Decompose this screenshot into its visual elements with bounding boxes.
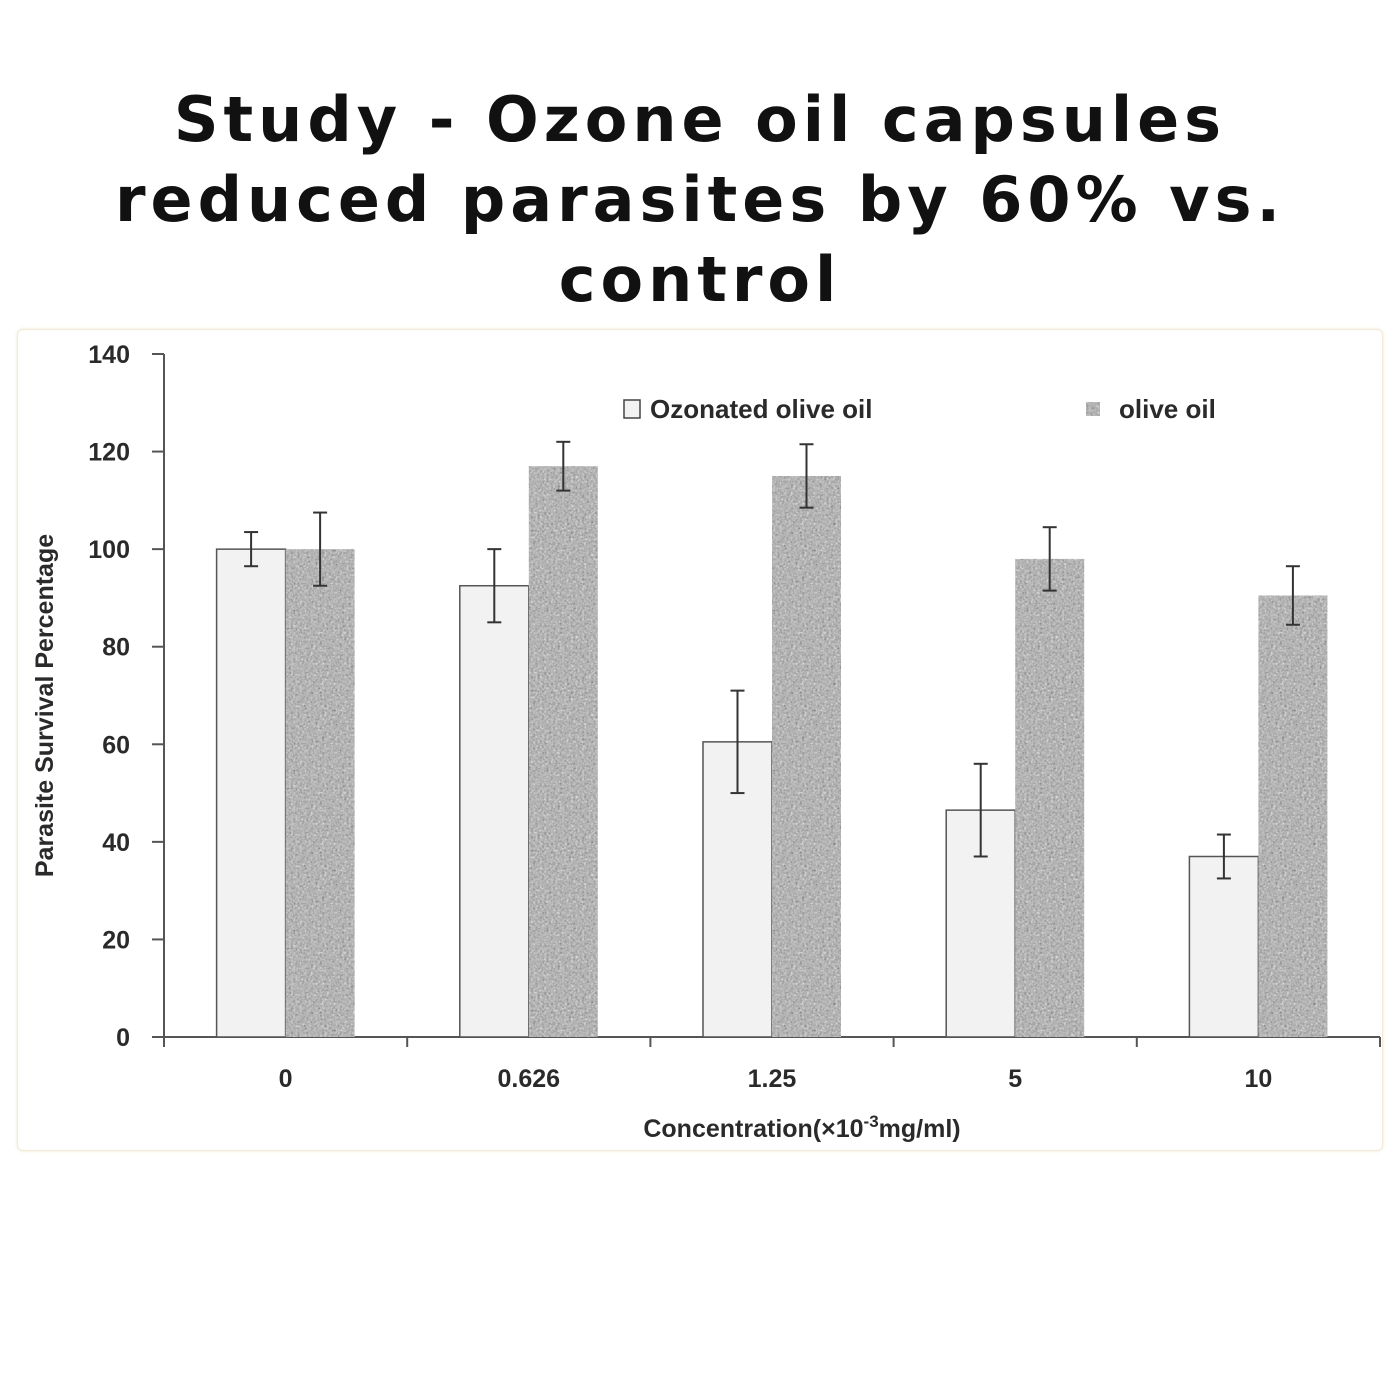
- bar-olive-3: [1015, 558, 1085, 1037]
- x-tick-label: 0.626: [498, 1065, 561, 1093]
- headline-line-3: control: [558, 243, 842, 316]
- x-tick-label: 1.25: [748, 1065, 797, 1093]
- y-axis-title: Parasite Survival Percentage: [31, 534, 59, 877]
- bar-ozonated-0: [215, 548, 287, 1038]
- bar-olive-0: [285, 549, 355, 1037]
- legend-swatch-ozonated: [623, 399, 641, 419]
- y-tick-label: 80: [102, 634, 130, 662]
- x-axis-title: Concentration(×10-3mg/ml): [643, 1112, 960, 1143]
- legend-label-olive: olive oil: [1119, 394, 1216, 424]
- bar-chart: 0 20 40 60 80 100 120 140 0 0.626 1.25 5 10 Concentra…: [31, 341, 1381, 1143]
- x-tick-label: 0: [279, 1065, 293, 1093]
- chart-panel: 0 20 40 60 80 100 120 140 0 0.626 1.25 5 10 Concentra…: [17, 329, 1383, 1151]
- bar-olive-4: [1258, 595, 1328, 1037]
- y-tick-label: 0: [116, 1024, 130, 1052]
- y-tick-label: 100: [88, 536, 130, 564]
- headline: Study - Ozone oil capsules reduced paras…: [0, 80, 1400, 320]
- x-tick-label: 5: [1008, 1065, 1022, 1093]
- legend-label-ozonated: Ozonated olive oil: [650, 394, 872, 424]
- y-tick-label: 60: [102, 731, 130, 759]
- legend-swatch-olive: [1086, 402, 1100, 416]
- headline-line-2: reduced parasites by 60% vs.: [114, 163, 1286, 236]
- bar-olive-2: [772, 475, 841, 1037]
- bar-olive-1: [528, 466, 598, 1037]
- y-tick-label: 120: [88, 439, 130, 467]
- y-tick-label: 140: [88, 341, 130, 369]
- y-tick-label: 40: [102, 829, 130, 857]
- x-axis-title-main: Concentration(×10: [643, 1115, 863, 1143]
- bar-ozonated-1: [459, 584, 530, 1038]
- bar-ozonated-4: [1188, 855, 1260, 1038]
- x-axis-title-superscript: -3: [864, 1112, 879, 1131]
- headline-line-1: Study - Ozone oil capsules: [173, 83, 1227, 156]
- x-axis-title-suffix: mg/ml): [879, 1115, 961, 1143]
- x-tick-label: 10: [1244, 1065, 1272, 1093]
- y-tick-label: 20: [102, 926, 130, 954]
